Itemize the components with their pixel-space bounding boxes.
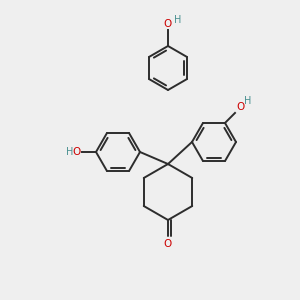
Text: O: O [164, 239, 172, 249]
Text: O: O [73, 147, 81, 157]
Text: H: H [244, 96, 251, 106]
Text: H: H [174, 15, 182, 25]
Text: O: O [163, 19, 171, 29]
Text: O: O [236, 102, 244, 112]
Text: H: H [66, 147, 73, 157]
